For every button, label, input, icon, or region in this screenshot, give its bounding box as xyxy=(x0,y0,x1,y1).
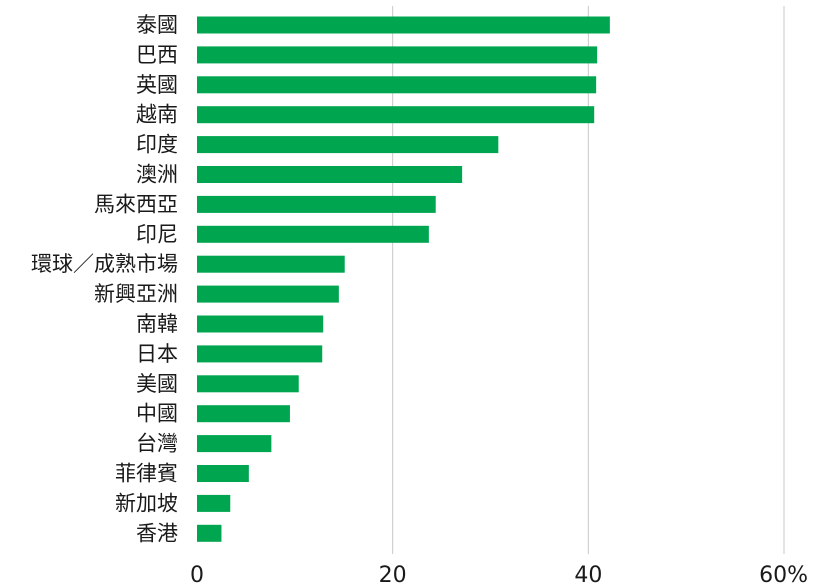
x-tick-label: 20 xyxy=(379,563,407,586)
bar xyxy=(197,285,339,303)
x-axis-tick-labels: 0 20 40 60% xyxy=(190,563,808,586)
category-label: 英國 xyxy=(136,73,178,97)
bars xyxy=(197,16,610,542)
bar xyxy=(197,106,595,124)
category-label: 澳洲 xyxy=(136,163,178,187)
x-tick-label: 60% xyxy=(759,563,808,586)
category-label: 環球／成熟市場 xyxy=(31,252,178,276)
gridlines xyxy=(392,6,785,554)
x-tick-label: 0 xyxy=(190,563,204,586)
bar xyxy=(197,315,324,333)
x-tick-label: 40 xyxy=(574,563,602,586)
category-label: 印尼 xyxy=(136,222,178,246)
category-label: 日本 xyxy=(136,342,178,366)
bar xyxy=(197,494,231,512)
category-label: 美國 xyxy=(136,372,178,396)
bar xyxy=(197,435,272,453)
bar xyxy=(197,255,345,273)
bar xyxy=(197,46,598,64)
category-label: 新加坡 xyxy=(115,491,178,515)
bar xyxy=(197,166,463,183)
category-label: 台灣 xyxy=(136,432,178,456)
category-label: 香港 xyxy=(136,521,178,545)
bar xyxy=(197,76,597,94)
category-label: 泰國 xyxy=(136,13,178,37)
category-label: 菲律賓 xyxy=(115,462,178,486)
category-label: 南韓 xyxy=(136,312,178,336)
bar xyxy=(197,225,429,243)
category-label: 越南 xyxy=(136,103,178,127)
bar xyxy=(197,16,610,34)
bar xyxy=(197,524,222,542)
bar xyxy=(197,375,299,393)
bar xyxy=(197,136,499,154)
category-labels: 泰國巴西英國越南印度澳洲馬來西亞印尼環球／成熟市場新興亞洲南韓日本美國中國台灣菲… xyxy=(31,13,178,545)
category-label: 馬來西亞 xyxy=(94,192,178,216)
category-label: 巴西 xyxy=(136,43,178,67)
category-label: 印度 xyxy=(136,133,178,157)
bar xyxy=(197,195,436,213)
category-label: 新興亞洲 xyxy=(94,282,178,306)
category-label: 中國 xyxy=(136,402,178,426)
bar xyxy=(197,465,249,482)
bar xyxy=(197,345,323,363)
bar xyxy=(197,405,290,423)
